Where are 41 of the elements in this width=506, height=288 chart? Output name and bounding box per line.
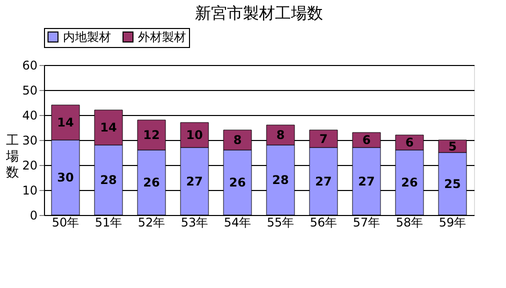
y-tick-label: 30	[22, 134, 38, 148]
data-label: 26	[143, 176, 160, 190]
y-tick-label: 20	[22, 158, 38, 172]
x-tick-label: 53年	[180, 216, 208, 230]
data-label: 7	[319, 132, 328, 146]
data-label: 27	[315, 174, 332, 188]
y-tick-label: 10	[22, 184, 38, 198]
data-label: 10	[186, 128, 203, 142]
data-label: 27	[358, 174, 375, 188]
data-label: 28	[272, 173, 289, 187]
x-tick-label: 59年	[438, 216, 466, 230]
x-tick-label: 58年	[396, 216, 424, 230]
x-tick-label: 54年	[224, 216, 252, 230]
y-tick-label: 40	[22, 108, 38, 122]
data-label: 12	[143, 128, 160, 142]
data-label: 26	[229, 176, 246, 190]
x-tick-label: 50年	[52, 216, 80, 230]
data-label: 26	[401, 176, 418, 190]
x-tick-label: 52年	[138, 216, 166, 230]
data-label: 8	[233, 133, 242, 147]
data-label: 14	[100, 120, 117, 134]
data-label: 28	[100, 173, 117, 187]
data-label: 14	[57, 116, 74, 130]
y-tick-label: 60	[22, 58, 38, 72]
legend-label: 外材製材	[138, 30, 186, 44]
y-tick-label: 50	[22, 84, 38, 98]
data-label: 27	[186, 174, 203, 188]
x-tick-label: 51年	[94, 216, 122, 230]
data-label: 25	[444, 176, 461, 191]
chart-title: 新宮市製材工場数	[195, 4, 323, 22]
x-tick-label: 57年	[352, 216, 380, 230]
y-axis-title: 工場数	[5, 134, 19, 180]
x-tick-label: 55年	[266, 216, 294, 230]
x-tick-label: 56年	[310, 216, 338, 230]
legend-label: 内地製材	[63, 30, 111, 44]
data-label: 30	[57, 170, 74, 184]
data-label: 6	[405, 136, 414, 150]
data-label: 5	[448, 139, 457, 154]
data-label: 8	[276, 128, 285, 142]
y-tick-label: 0	[30, 208, 38, 222]
data-label: 6	[362, 133, 371, 147]
